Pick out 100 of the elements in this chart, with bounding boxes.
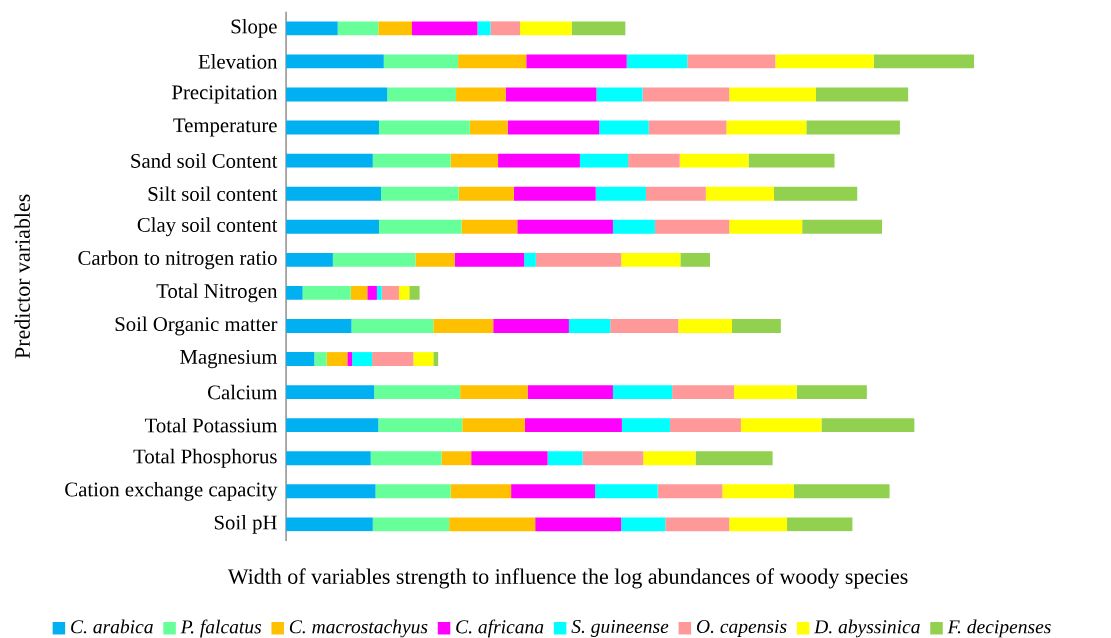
- bar: [398, 285, 410, 300]
- bar: [654, 219, 730, 234]
- bar: [469, 120, 508, 135]
- bar: [568, 318, 611, 333]
- bar: [517, 219, 613, 234]
- bar: [722, 484, 794, 499]
- bar: [460, 385, 528, 399]
- bar: [787, 517, 853, 532]
- y-tick-label: Carbon to nitrogen ratio: [78, 250, 277, 270]
- bar: [350, 285, 368, 300]
- bar: [450, 484, 512, 499]
- bar: [286, 153, 373, 168]
- bar: [729, 517, 788, 532]
- legend-label: P. falcatus: [180, 619, 262, 638]
- bar: [351, 318, 434, 333]
- bar: [524, 252, 536, 267]
- y-tick-label: Soil Organic matter: [115, 316, 278, 336]
- bar: [524, 418, 622, 433]
- bar: [493, 318, 569, 333]
- bar: [433, 352, 439, 366]
- bar: [815, 87, 909, 102]
- bar: [628, 153, 680, 168]
- bar: [520, 21, 572, 36]
- legend-label: F. decipenses: [947, 619, 1051, 638]
- legend-label: S. guineense: [571, 619, 669, 637]
- bar: [454, 252, 525, 267]
- y-tick-label: Cation exchange capacity: [65, 481, 278, 501]
- bar: [286, 352, 315, 366]
- y-tick-label: Soil pH: [214, 514, 277, 534]
- bar: [793, 484, 890, 499]
- bar: [612, 385, 673, 399]
- bar: [505, 87, 597, 102]
- bar: [286, 418, 379, 433]
- bar: [748, 153, 835, 168]
- y-tick-label: Precipitation: [172, 85, 278, 104]
- bar: [378, 418, 463, 433]
- bar: [582, 451, 644, 466]
- y-tick-label: Total Potassium: [145, 417, 278, 433]
- y-axis-title: Predictor variables: [14, 194, 30, 359]
- bar: [286, 252, 333, 267]
- bar: [326, 352, 348, 366]
- bar: [375, 484, 451, 499]
- bar: [610, 318, 679, 333]
- bar: [526, 54, 627, 69]
- bar: [802, 219, 883, 234]
- bar: [314, 352, 327, 366]
- bar: [599, 120, 649, 135]
- bar: [642, 87, 730, 102]
- bar: [286, 451, 371, 466]
- bar: [286, 285, 303, 300]
- bar: [687, 54, 776, 69]
- bar: [477, 21, 491, 36]
- bar: [383, 54, 459, 69]
- bar: [579, 153, 629, 168]
- bar: [352, 352, 373, 366]
- legend-label: D. abyssinica: [813, 619, 920, 638]
- bar: [535, 517, 622, 532]
- bar: [286, 186, 382, 201]
- bar: [376, 285, 382, 300]
- bar: [621, 418, 671, 433]
- bar: [729, 219, 803, 234]
- bar: [873, 54, 975, 69]
- bar: [645, 186, 706, 201]
- legend-label: C. africana: [456, 619, 544, 638]
- bar: [670, 418, 741, 433]
- bar: [612, 219, 655, 234]
- bar: [527, 385, 613, 399]
- bar: [286, 120, 379, 135]
- bar: [374, 385, 461, 399]
- bar: [734, 385, 797, 399]
- y-tick-label: Calcium: [208, 384, 278, 400]
- bar: [461, 219, 518, 234]
- bar: [372, 153, 451, 168]
- bar: [433, 318, 494, 333]
- bar: [450, 153, 499, 168]
- bar: [740, 418, 822, 433]
- bar: [286, 318, 352, 333]
- y-tick-label: Clay soil content: [137, 217, 278, 237]
- bar: [367, 285, 377, 300]
- bar: [680, 252, 710, 267]
- legend-label: O. capensis: [696, 619, 787, 637]
- bar: [732, 318, 781, 333]
- y-tick-label: Elevation: [198, 54, 278, 69]
- bar: [286, 484, 376, 499]
- bar: [596, 87, 643, 102]
- y-tick-label: Temperature: [173, 118, 277, 137]
- bar: [672, 385, 735, 399]
- bar: [286, 54, 384, 69]
- bar: [378, 120, 470, 135]
- bar: [571, 21, 626, 36]
- bar: [462, 418, 525, 433]
- y-tick-label: Sand soil Content: [131, 153, 278, 168]
- bar: [796, 385, 867, 399]
- bar: [729, 87, 816, 102]
- bar: [626, 54, 688, 69]
- bar: [621, 517, 666, 532]
- bar: [441, 451, 472, 466]
- bar: [705, 186, 774, 201]
- x-axis-title: Width of variables strength to influence the log abundances of woody species: [227, 568, 908, 589]
- bar: [773, 186, 858, 201]
